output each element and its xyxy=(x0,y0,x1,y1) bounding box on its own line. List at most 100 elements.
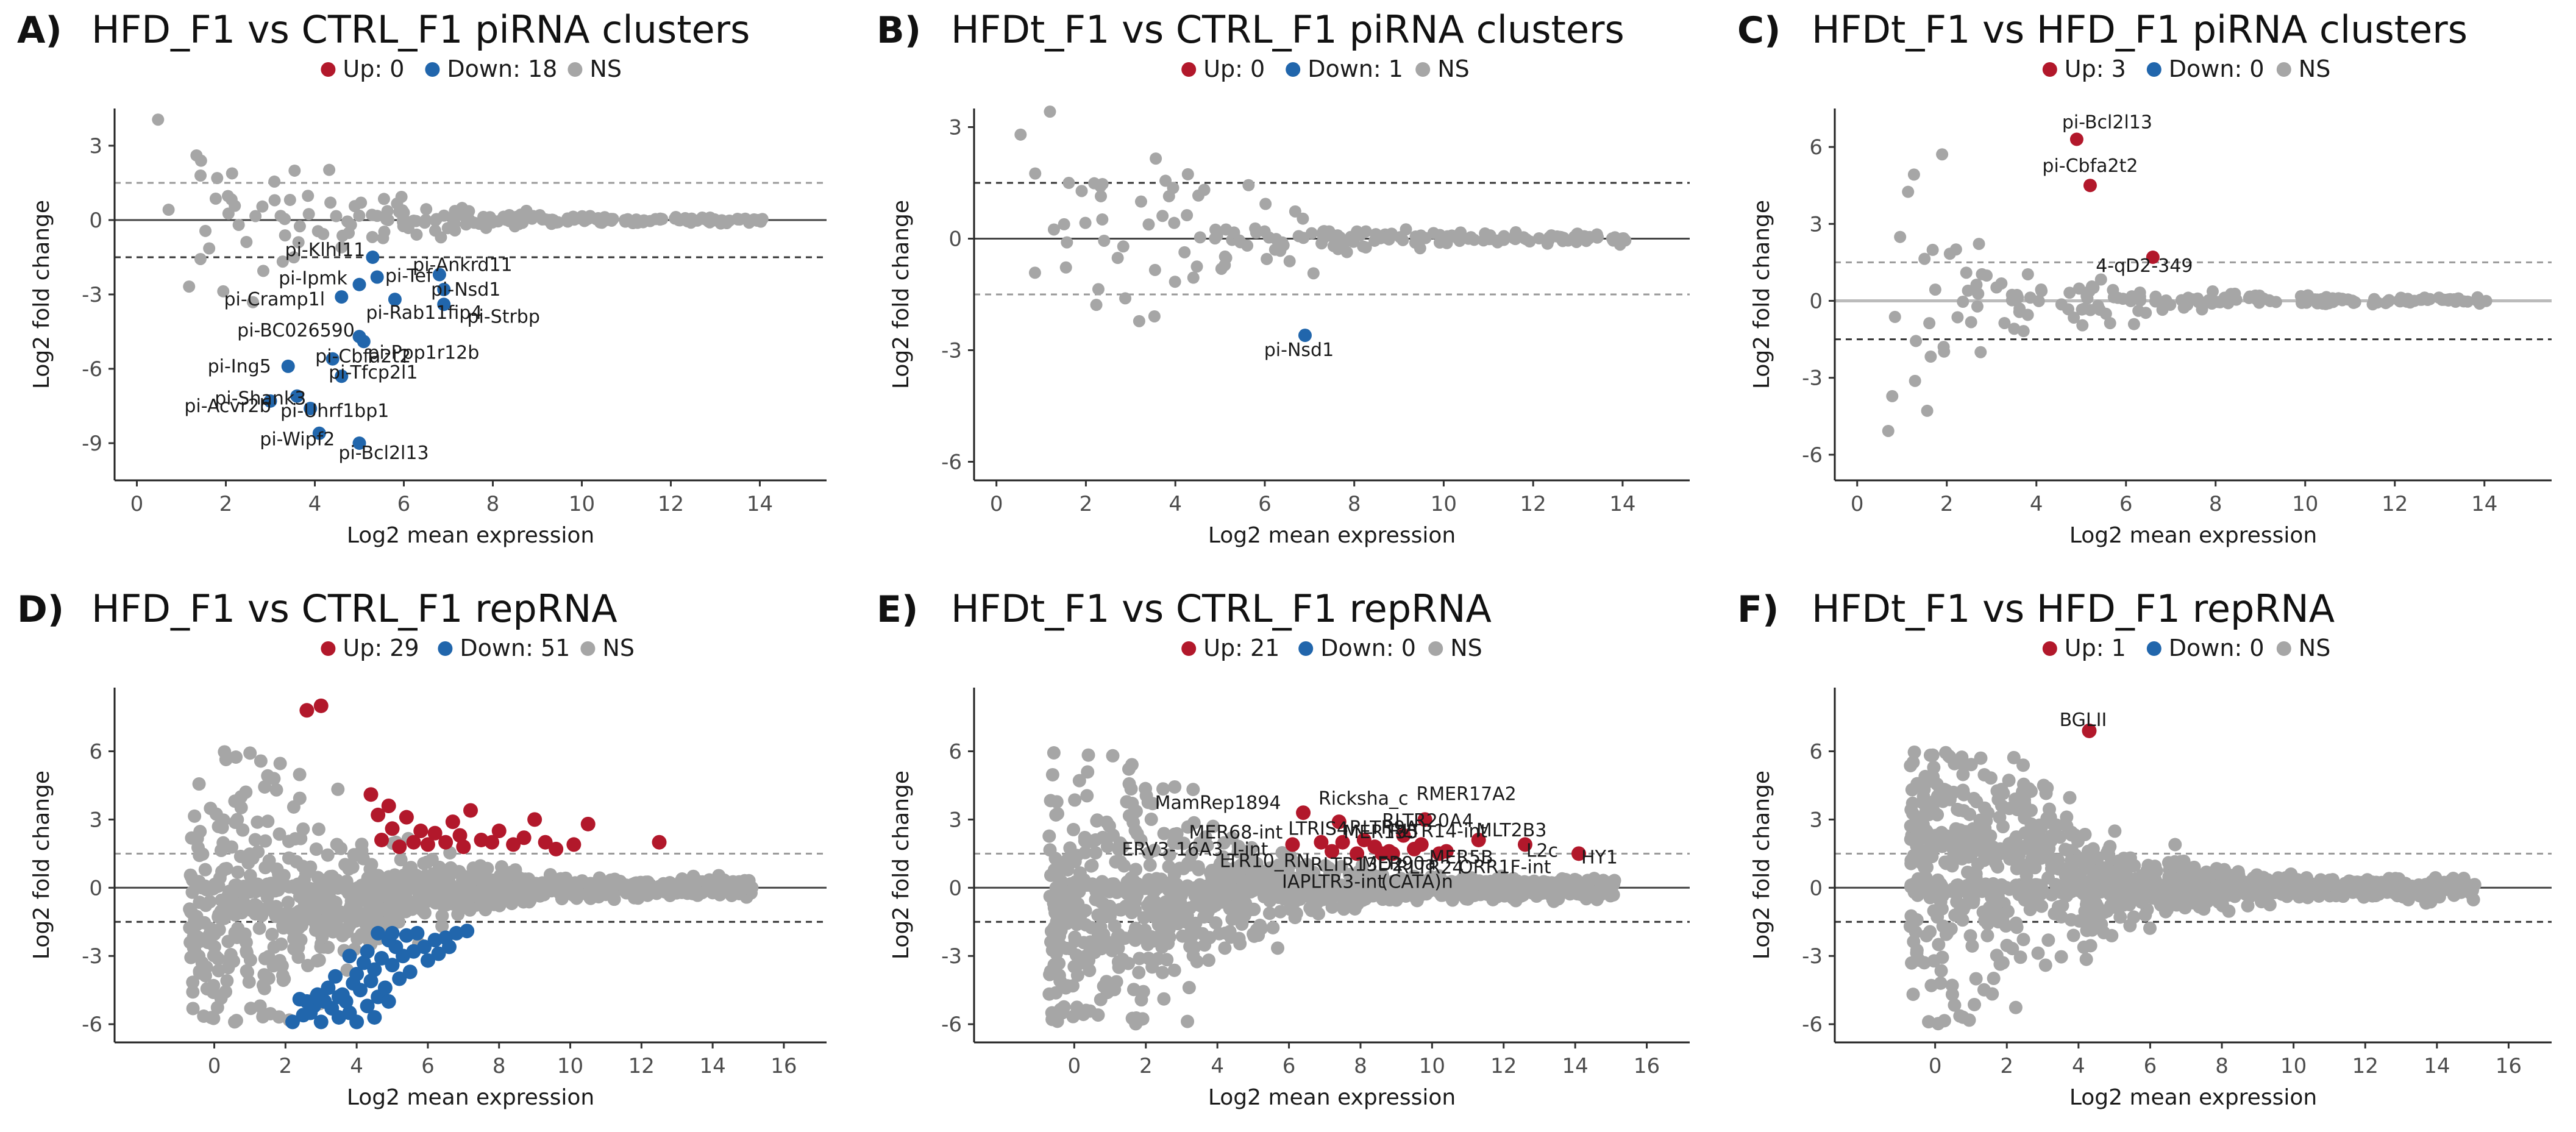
ns-point xyxy=(1904,909,1918,923)
x-tick-label: 14 xyxy=(699,1054,725,1078)
ns-point xyxy=(1943,247,1956,260)
ns-point xyxy=(1062,177,1075,190)
ns-point xyxy=(1337,902,1351,916)
panel-letter: E) xyxy=(877,588,918,631)
x-tick-label: 4 xyxy=(2072,1054,2085,1078)
ns-point xyxy=(2177,301,2190,314)
legend-ns-label: NS xyxy=(589,55,622,82)
x-tick-label: 14 xyxy=(1609,492,1635,516)
ns-point xyxy=(377,193,390,205)
x-tick-label: 2 xyxy=(219,492,233,516)
ns-point xyxy=(2123,851,2137,865)
ns-point xyxy=(2085,903,2099,917)
point-label: pi-Nsd1 xyxy=(431,279,500,301)
ns-point xyxy=(1922,843,1936,857)
ns-point xyxy=(1126,808,1140,822)
ns-point xyxy=(2008,322,2021,335)
down-point xyxy=(352,436,366,450)
ns-point xyxy=(2010,861,2024,875)
x-tick-label: 12 xyxy=(2382,492,2408,516)
ns-point xyxy=(1085,858,1099,872)
ns-point xyxy=(2002,774,2016,788)
up-point xyxy=(516,830,532,845)
ns-point xyxy=(1144,813,1158,827)
ns-point xyxy=(2253,290,2266,302)
x-tick-label: 8 xyxy=(1354,1054,1367,1078)
up-point xyxy=(1325,844,1339,859)
ns-point xyxy=(2326,873,2340,887)
ns-point xyxy=(2158,880,2172,894)
ns-point xyxy=(203,880,217,894)
legend-up-key xyxy=(321,641,336,656)
ns-point xyxy=(1987,972,2001,986)
ns-point xyxy=(712,869,726,883)
ns-point xyxy=(1195,927,1209,941)
ns-point xyxy=(1094,942,1108,956)
x-tick-label: 4 xyxy=(350,1054,363,1078)
ns-point xyxy=(348,200,361,213)
ns-point xyxy=(2316,885,2330,899)
ns-point xyxy=(2207,866,2221,880)
ns-point xyxy=(382,870,396,884)
ns-point xyxy=(381,205,394,218)
ns-point xyxy=(186,1002,200,1016)
ns-point xyxy=(1936,794,1950,808)
ns-point xyxy=(219,861,233,875)
ns-point xyxy=(1957,788,1971,802)
ns-point xyxy=(355,928,369,942)
ns-point xyxy=(1995,277,2008,290)
ns-point xyxy=(248,897,262,911)
ns-point xyxy=(1980,269,1993,282)
x-tick-label: 0 xyxy=(1851,492,1864,516)
legend-down-label: Down: 1 xyxy=(1308,55,1403,82)
ns-point xyxy=(1069,875,1083,889)
down-point xyxy=(367,1009,382,1025)
point-label: MER90a xyxy=(1362,853,1436,875)
ns-point xyxy=(2031,946,2045,960)
ns-point xyxy=(1907,745,1921,759)
ns-point xyxy=(1220,223,1233,236)
ns-point xyxy=(1117,240,1130,253)
panel-title: HFDt_F1 vs HFD_F1 repRNA xyxy=(1812,586,2335,631)
ns-point xyxy=(2035,885,2049,899)
ns-point xyxy=(1060,916,1074,930)
ns-point xyxy=(1167,867,1181,881)
ns-point xyxy=(252,921,266,935)
ns-point xyxy=(1910,777,1924,791)
ns-point xyxy=(279,213,291,226)
ns-point xyxy=(1048,935,1062,949)
down-point xyxy=(342,1005,357,1020)
down-point xyxy=(381,994,396,1009)
ns-point xyxy=(1181,856,1195,870)
up-point xyxy=(1517,837,1532,852)
y-axis-title: Log2 fold change xyxy=(1749,771,1774,959)
ns-point xyxy=(1117,859,1131,873)
ns-point xyxy=(2022,877,2036,891)
x-tick-label: 6 xyxy=(2119,492,2133,516)
x-tick-label: 8 xyxy=(493,1054,506,1078)
legend-ns-label: NS xyxy=(2299,635,2331,661)
down-point xyxy=(402,964,418,980)
ns-point xyxy=(595,212,608,225)
ns-points xyxy=(183,745,759,1029)
x-tick-label: 10 xyxy=(557,1054,583,1078)
down-point xyxy=(377,980,393,995)
ns-point xyxy=(2079,952,2093,966)
x-tick-label: 12 xyxy=(628,1054,655,1078)
ns-point xyxy=(1193,836,1207,850)
legend-up-label: Up: 1 xyxy=(2065,635,2126,661)
x-tick-label: 6 xyxy=(397,492,411,516)
y-tick-label: -3 xyxy=(1802,366,1823,391)
legend-down-key xyxy=(2146,641,2161,656)
legend-up-label: Up: 3 xyxy=(2065,55,2126,82)
ns-point xyxy=(1924,351,1937,363)
up-point xyxy=(413,824,429,839)
x-axis-title: Log2 mean expression xyxy=(347,1085,594,1110)
ns-point xyxy=(1028,266,1041,279)
ns-point xyxy=(225,840,239,854)
ns-point xyxy=(1081,748,1095,762)
ns-point xyxy=(1396,886,1410,900)
ns-point xyxy=(1453,888,1467,902)
ns-point xyxy=(1923,317,1936,330)
ns-point xyxy=(1981,849,1995,863)
